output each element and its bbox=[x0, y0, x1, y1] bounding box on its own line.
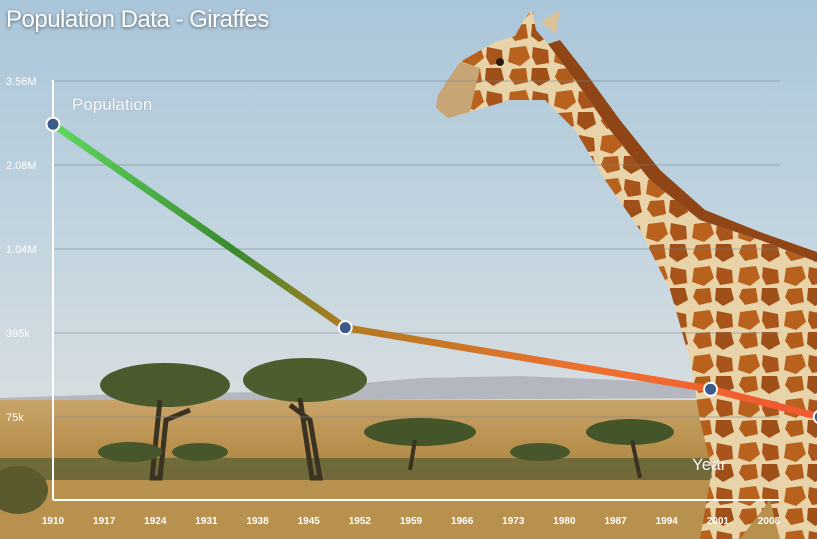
acacia-trees bbox=[0, 358, 674, 514]
data-series bbox=[45, 116, 817, 424]
x-tick-label: 1952 bbox=[349, 516, 372, 527]
x-tick-label: 1980 bbox=[553, 516, 576, 527]
x-axis-label: Year bbox=[692, 455, 727, 474]
y-tick-label: 2.08M bbox=[6, 160, 37, 172]
data-point[interactable] bbox=[45, 116, 61, 132]
x-tick-label: 2008 bbox=[758, 516, 781, 527]
x-tick-label: 1966 bbox=[451, 516, 474, 527]
acacia-tree bbox=[100, 363, 230, 407]
giraffe-body bbox=[436, 10, 817, 539]
data-point[interactable] bbox=[337, 320, 353, 336]
data-point[interactable] bbox=[703, 381, 719, 397]
y-tick-label: 3.56M bbox=[6, 76, 37, 88]
giraffe-snout bbox=[436, 62, 480, 118]
acacia-trunk bbox=[288, 397, 323, 481]
y-tick-label: 395k bbox=[6, 328, 30, 340]
giraffe-ear bbox=[540, 10, 560, 34]
x-tick-label: 1959 bbox=[400, 516, 423, 527]
acacia-tree bbox=[98, 442, 162, 462]
x-tick-label: 1994 bbox=[656, 516, 679, 527]
bush bbox=[0, 466, 48, 514]
x-tick-label: 1973 bbox=[502, 516, 525, 527]
acacia-trunk bbox=[408, 439, 417, 471]
acacia-tree bbox=[364, 418, 476, 446]
acacia-tree bbox=[172, 443, 228, 461]
giraffe bbox=[436, 10, 817, 539]
gridlines bbox=[53, 80, 780, 418]
giraffe-eye bbox=[496, 58, 504, 66]
y-tick-label: 1.04M bbox=[6, 244, 37, 256]
series-line bbox=[49, 120, 817, 420]
x-tick-label: 1917 bbox=[93, 516, 116, 527]
y-tick-label: 75k bbox=[6, 412, 24, 424]
x-tick-label: 1924 bbox=[144, 516, 167, 527]
data-point[interactable] bbox=[812, 410, 817, 424]
y-axis-tick-labels: 3.56M 2.08M 1.04M 395k 75k bbox=[6, 76, 37, 424]
acacia-tree bbox=[510, 443, 570, 461]
x-tick-label: 1910 bbox=[42, 516, 65, 527]
treeline-band bbox=[0, 458, 720, 480]
y-axis-label: Population bbox=[72, 95, 152, 114]
x-tick-label: 1945 bbox=[298, 516, 321, 527]
acacia-tree bbox=[243, 358, 367, 402]
x-tick-label: 1931 bbox=[195, 516, 218, 527]
chart-title: Population Data - Giraffes bbox=[6, 6, 269, 33]
x-tick-label: 1938 bbox=[246, 516, 269, 527]
x-tick-label: 1987 bbox=[604, 516, 627, 527]
acacia-trunk bbox=[630, 439, 642, 479]
x-axis-tick-labels: 1910 1917 1924 1931 1938 1945 1952 1959 1966 1973… bbox=[42, 516, 781, 527]
acacia-tree bbox=[586, 419, 674, 445]
giraffe-mane bbox=[548, 40, 817, 262]
foreground-grass bbox=[0, 480, 817, 539]
x-tick-label: 2001 bbox=[707, 516, 730, 527]
